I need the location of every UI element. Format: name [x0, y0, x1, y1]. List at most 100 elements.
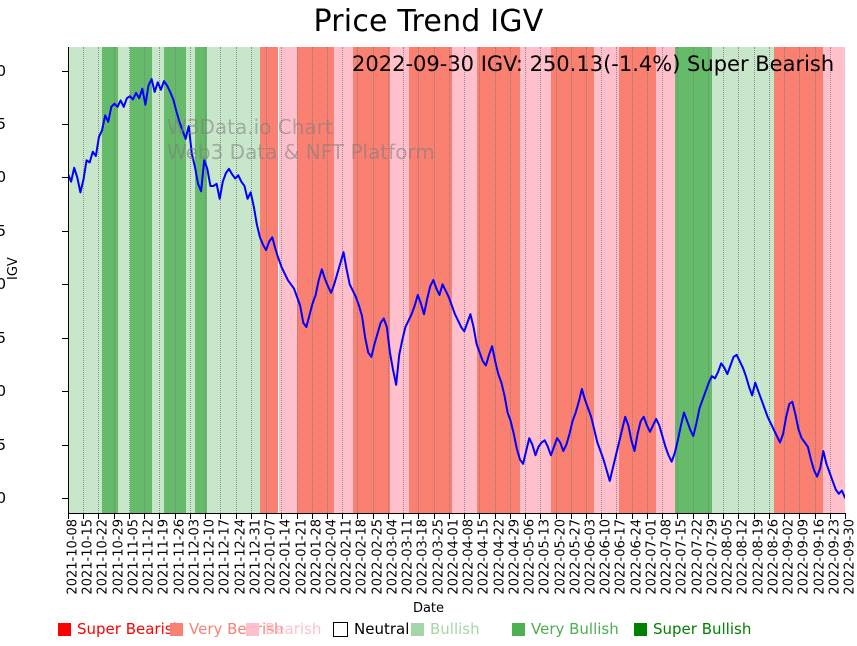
x-axis-tick-label: 2021-10-29: [111, 519, 127, 595]
gridline: [205, 47, 206, 513]
x-axis-tick-mark: [114, 513, 115, 519]
gridline: [693, 47, 694, 513]
gridline: [281, 47, 282, 513]
x-axis-tick-label: 2022-08-19: [751, 519, 767, 595]
legend-item[interactable]: Very Bullish: [512, 618, 619, 640]
legend-item[interactable]: Very Bearish: [170, 618, 284, 640]
x-axis-tick-label: 2022-06-17: [613, 519, 629, 595]
y-axis-tick-label: 325: [0, 328, 6, 347]
x-axis-tick-mark: [144, 513, 145, 519]
x-axis-tick-label: 2022-08-12: [735, 519, 751, 595]
signal-band: [102, 47, 118, 513]
x-axis-tick-label: 2021-11-19: [156, 519, 172, 595]
x-axis-tick-label: 2022-03-11: [400, 519, 416, 595]
y-axis-tick-mark: [62, 337, 68, 339]
legend-label: Super Bearish: [77, 620, 183, 638]
x-axis-tick-label: 2022-04-15: [476, 519, 492, 595]
x-axis-tick-label: 2021-12-03: [187, 519, 203, 595]
x-axis-tick-mark: [632, 513, 633, 519]
gridline: [83, 47, 84, 513]
gridline: [297, 47, 298, 513]
x-axis-tick-label: 2022-09-09: [796, 519, 812, 595]
y-axis-tick-mark: [62, 498, 68, 500]
gridline: [677, 47, 678, 513]
gridline: [495, 47, 496, 513]
x-axis-tick-label: 2022-09-02: [781, 519, 797, 595]
x-axis-tick-mark: [510, 513, 511, 519]
y-axis-tick-mark: [62, 230, 68, 232]
gridline: [236, 47, 237, 513]
legend-label: Bearish: [265, 620, 322, 638]
x-axis-tick-label: 2021-11-26: [172, 519, 188, 595]
x-axis-tick-mark: [236, 513, 237, 519]
legend-swatch-icon: [411, 622, 424, 636]
x-axis-tick-mark: [159, 513, 160, 519]
x-axis-tick-mark: [662, 513, 663, 519]
y-axis-tick-label: 300: [0, 382, 6, 401]
signal-band: [408, 47, 452, 513]
signal-band: [151, 47, 164, 513]
x-axis-tick-mark: [556, 513, 557, 519]
x-axis-tick-mark: [83, 513, 84, 519]
gridline: [601, 47, 602, 513]
x-axis-tick-mark: [738, 513, 739, 519]
x-axis-tick-label: 2022-07-08: [659, 519, 675, 595]
x-axis-tick-mark: [495, 513, 496, 519]
x-axis-tick-label: 2022-04-01: [446, 519, 462, 595]
x-axis-tick-mark: [784, 513, 785, 519]
gridline: [556, 47, 557, 513]
y-axis-tick-label: 450: [0, 61, 6, 80]
legend-item[interactable]: Super Bearish: [58, 618, 182, 640]
legend-item[interactable]: Super Bullish: [634, 618, 751, 640]
plot-area: W3Data.io Chart Web3 Data & NFT Platform: [68, 47, 845, 513]
x-axis-tick-label: 2022-03-04: [385, 519, 401, 595]
page-title: Price Trend IGV: [313, 4, 544, 39]
signal-band: [68, 47, 103, 513]
x-axis-tick-mark: [677, 513, 678, 519]
legend-item[interactable]: Neutral: [333, 618, 409, 640]
x-axis-tick-label: 2021-11-05: [126, 519, 142, 595]
x-axis-tick-mark: [571, 513, 572, 519]
x-axis-tick-label: 2022-02-25: [370, 519, 386, 595]
legend-item[interactable]: Bearish: [246, 618, 321, 640]
gridline: [388, 47, 389, 513]
x-axis-tick-label: 2022-01-21: [294, 519, 310, 595]
x-axis-tick-mark: [266, 513, 267, 519]
x-axis-tick-mark: [647, 513, 648, 519]
signal-band: [352, 47, 390, 513]
legend-swatch-icon: [333, 621, 348, 637]
y-axis-tick-mark: [62, 284, 68, 286]
x-axis-tick-mark: [281, 513, 282, 519]
x-axis-title: Date: [412, 601, 445, 616]
x-axis-tick-label: 2022-07-15: [674, 519, 690, 595]
x-axis-tick-mark: [220, 513, 221, 519]
gridline: [647, 47, 648, 513]
x-axis-tick-label: 2022-03-18: [415, 519, 431, 595]
signal-band: [656, 47, 675, 513]
x-axis-tick-label: 2022-07-29: [705, 519, 721, 595]
legend-label: Very Bullish: [531, 620, 619, 638]
legend-label: Bullish: [430, 620, 480, 638]
gridline: [784, 47, 785, 513]
x-axis-tick-mark: [342, 513, 343, 519]
x-axis-tick-mark: [251, 513, 252, 519]
gridline: [616, 47, 617, 513]
x-axis-tick-label: 2022-05-20: [553, 519, 569, 595]
y-axis-tick-mark: [62, 391, 68, 393]
price-line-path: [68, 78, 845, 499]
gridline: [403, 47, 404, 513]
x-axis-tick-mark: [449, 513, 450, 519]
gridline: [190, 47, 191, 513]
gridline: [571, 47, 572, 513]
x-axis-tick-mark: [799, 513, 800, 519]
x-axis-tick-mark: [693, 513, 694, 519]
x-axis-tick-mark: [129, 513, 130, 519]
x-axis-tick-mark: [357, 513, 358, 519]
x-axis-tick-label: 2022-07-01: [644, 519, 660, 595]
gridline: [479, 47, 480, 513]
y-axis-tick-label: 375: [0, 221, 6, 240]
legend-item[interactable]: Bullish: [411, 618, 480, 640]
x-axis-tick-label: 2022-07-22: [690, 519, 706, 595]
x-axis-tick-label: 2022-02-11: [339, 519, 355, 595]
